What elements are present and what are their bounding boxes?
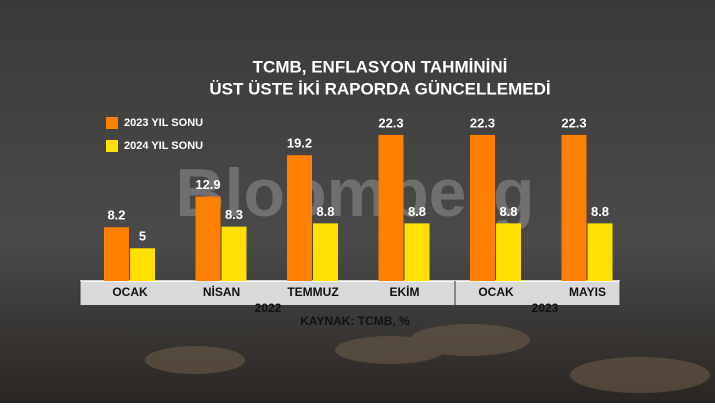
bar	[496, 223, 521, 281]
group-label: 2023	[532, 301, 559, 315]
chart-subtitle: ÜST ÜSTE İKİ RAPORDA GÜNCELLEMEDİ	[209, 79, 550, 98]
legend-swatch	[106, 117, 118, 129]
data-label: 5	[139, 229, 146, 244]
bar	[287, 155, 312, 281]
data-label: 8.2	[107, 208, 125, 223]
data-label: 22.3	[561, 115, 586, 130]
bar	[404, 223, 430, 281]
x-tick-label: EKİM	[390, 284, 420, 299]
data-label: 8.8	[408, 204, 426, 219]
legend-label: 2023 YIL SONU	[124, 117, 203, 129]
data-label: 12.9	[195, 177, 220, 192]
data-label: 8.8	[591, 204, 609, 219]
source: KAYNAK: TCMB, %	[300, 314, 410, 328]
bar	[104, 227, 129, 281]
bar	[313, 223, 338, 281]
x-tick-label: NİSAN	[203, 284, 240, 299]
x-tick-label: MAYIS	[569, 285, 606, 299]
bar	[561, 134, 587, 281]
x-tick-label: OCAK	[112, 285, 148, 299]
category-band	[80, 281, 620, 305]
legend-label: 2024 YIL SONU	[124, 140, 203, 152]
legend-swatch	[106, 140, 118, 152]
data-label: 8.8	[316, 204, 334, 219]
chart-title: TCMB, ENFLASYON TAHMİNİNİ	[253, 57, 508, 76]
data-label: 8.3	[225, 207, 243, 222]
data-label: 8.8	[499, 204, 517, 219]
data-label: 22.3	[470, 115, 495, 130]
coins-decoration	[145, 324, 710, 393]
group-label: 2022	[255, 301, 282, 315]
x-tick-label: OCAK	[478, 285, 514, 299]
bar	[378, 134, 404, 281]
data-label: 19.2	[287, 136, 312, 151]
data-label: 22.3	[378, 115, 403, 130]
bar	[470, 134, 495, 281]
x-tick-label: TEMMUZ	[287, 285, 338, 299]
bar	[195, 196, 221, 281]
bar	[221, 226, 247, 281]
bar	[130, 248, 155, 281]
bar	[587, 223, 613, 281]
